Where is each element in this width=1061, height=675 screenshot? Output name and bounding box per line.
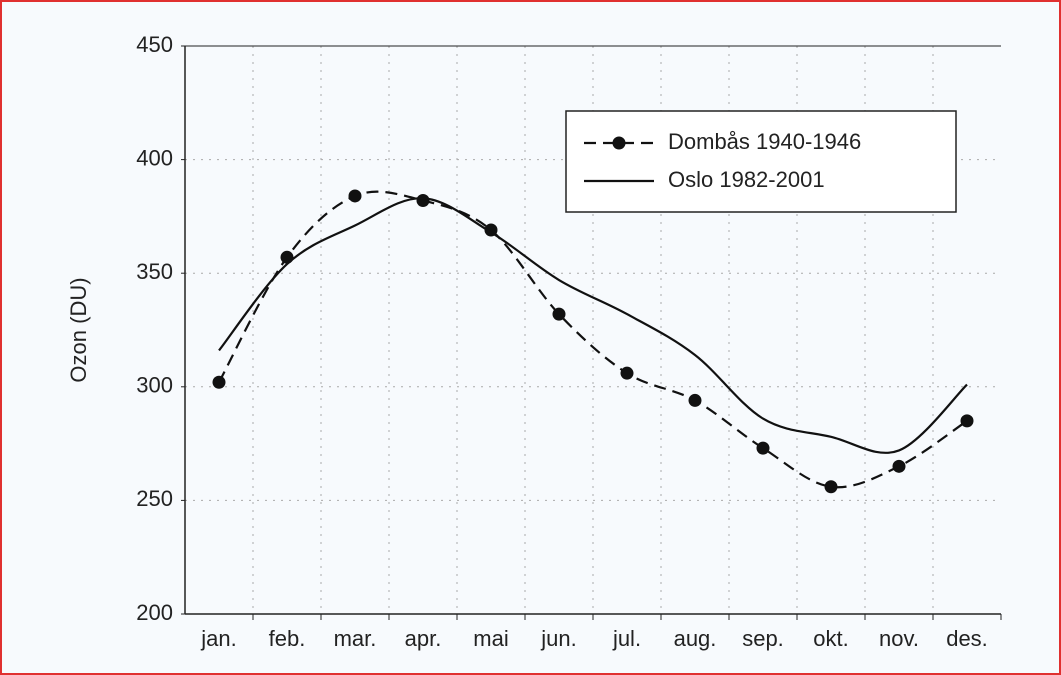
data-point bbox=[688, 393, 702, 407]
data-point bbox=[756, 441, 770, 455]
x-tick-label: apr. bbox=[405, 626, 442, 651]
x-tick-label: jun. bbox=[540, 626, 576, 651]
x-tick-label: aug. bbox=[674, 626, 717, 651]
data-point bbox=[552, 307, 566, 321]
y-tick-label: 400 bbox=[136, 145, 173, 170]
x-tick-label: jul. bbox=[612, 626, 641, 651]
data-point bbox=[824, 480, 838, 494]
legend-label: Dombås 1940-1946 bbox=[668, 129, 861, 154]
x-tick-label: sep. bbox=[742, 626, 784, 651]
y-tick-label: 200 bbox=[136, 600, 173, 625]
y-tick-label: 250 bbox=[136, 486, 173, 511]
y-axis-label: Ozon (DU) bbox=[66, 277, 91, 382]
x-tick-label: mar. bbox=[334, 626, 377, 651]
legend: Dombås 1940-1946 Oslo 1982-2001 bbox=[565, 110, 957, 213]
series-line bbox=[218, 197, 968, 454]
data-point bbox=[960, 414, 974, 428]
y-tick-label: 450 bbox=[136, 32, 173, 57]
data-point bbox=[280, 250, 294, 264]
x-tick-label: feb. bbox=[269, 626, 306, 651]
legend-box bbox=[565, 110, 957, 213]
y-tick-label: 350 bbox=[136, 259, 173, 284]
x-tick-label: okt. bbox=[813, 626, 848, 651]
y-tick-label: 300 bbox=[136, 373, 173, 398]
x-tick-label: des. bbox=[946, 626, 988, 651]
data-point bbox=[892, 459, 906, 473]
x-tick-label: nov. bbox=[879, 626, 919, 651]
data-point bbox=[212, 375, 226, 389]
legend-marker bbox=[612, 136, 626, 150]
data-point bbox=[348, 189, 362, 203]
legend-label: Oslo 1982-2001 bbox=[668, 167, 825, 192]
x-tick-label: jan. bbox=[200, 626, 236, 651]
data-point bbox=[620, 366, 634, 380]
data-point bbox=[416, 193, 430, 207]
series-line bbox=[218, 190, 968, 489]
x-tick-label: mai bbox=[473, 626, 508, 651]
